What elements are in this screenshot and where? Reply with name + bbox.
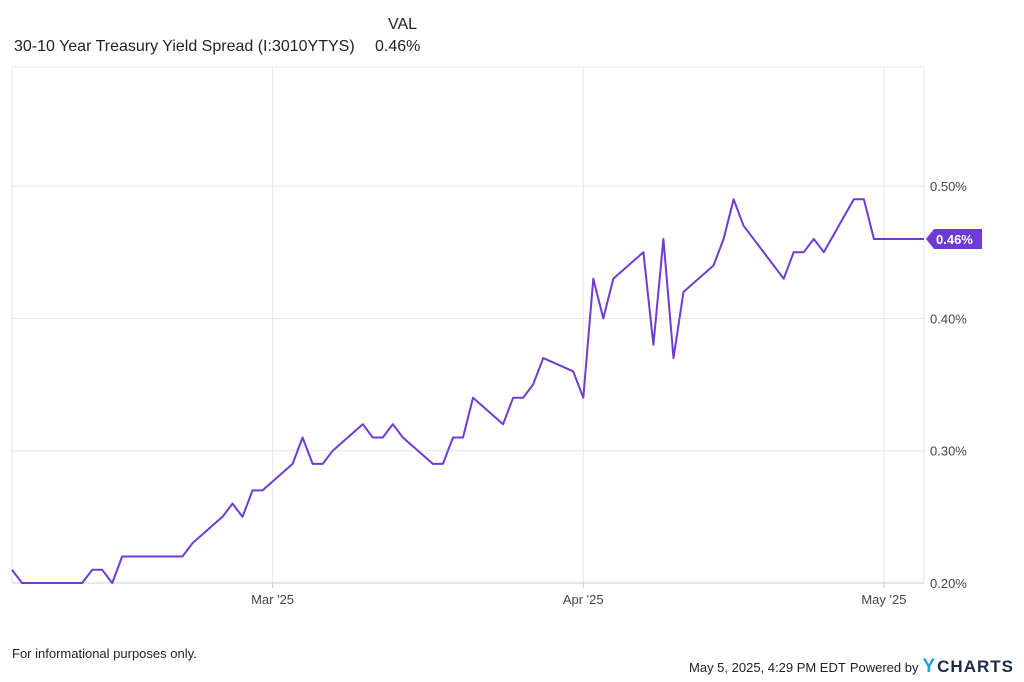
last-value-label: 0.46% — [936, 232, 973, 247]
series-layer: 0.46% — [11, 198, 982, 584]
series-line — [11, 198, 924, 584]
ycharts-logo-text: CHARTS — [937, 657, 1014, 676]
last-value-badge — [926, 229, 982, 249]
y-tick-label: 0.40% — [930, 311, 967, 326]
legend-column-header: VAL — [388, 16, 418, 33]
footer-attribution: May 5, 2025, 4:29 PM EDT Powered by Y CH… — [689, 656, 1014, 678]
disclaimer-text: For informational purposes only. — [12, 646, 197, 661]
timestamp-text: May 5, 2025, 4:29 PM EDT — [689, 659, 846, 675]
y-tick-label: 0.20% — [930, 576, 967, 591]
x-tick-label: May '25 — [861, 592, 906, 607]
grid-lines — [12, 67, 924, 583]
legend-series-value: 0.46% — [375, 38, 421, 55]
tick-labels: 0.20% 0.30% 0.40% 0.50% Mar '25 Apr '25 May '2… — [251, 179, 967, 607]
y-tick-label: 0.30% — [930, 444, 967, 459]
line-chart[interactable]: 0.46% 0.20% 0.30% 0.40% 0.50% Mar '25 Apr '25… — [0, 0, 1024, 640]
x-tick-label: Apr '25 — [563, 592, 604, 607]
legend-series-name[interactable]: 30-10 Year Treasury Yield Spread (I:3010… — [14, 38, 355, 55]
powered-by-text: Powered by — [849, 659, 919, 675]
x-tick-label: Mar '25 — [251, 592, 294, 607]
y-tick-label: 0.50% — [930, 179, 967, 194]
ycharts-logo[interactable]: Y CHARTS — [922, 656, 1014, 678]
ycharts-logo-initial: Y — [922, 656, 937, 677]
axes — [11, 66, 925, 588]
